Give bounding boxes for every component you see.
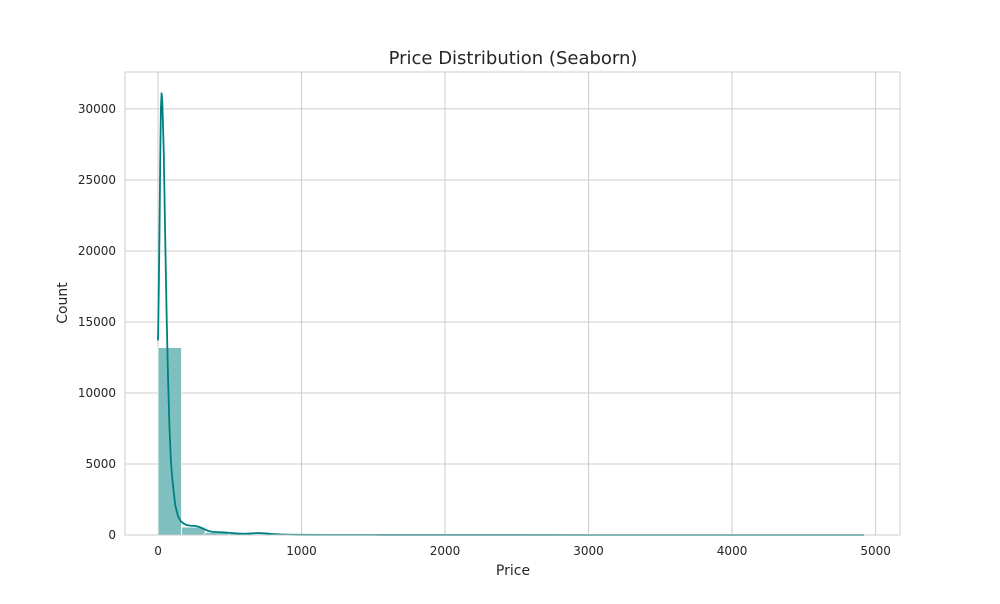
kde-line (157, 92, 865, 536)
y-tick-label: 10000 (78, 386, 116, 400)
y-axis-label: Count (55, 282, 71, 324)
x-tick-label: 1000 (286, 544, 317, 558)
y-tick-labels: 0 5000 10000 15000 20000 25000 30000 (78, 102, 116, 542)
y-tick-label: 5000 (85, 457, 116, 471)
x-tick-labels: 0 1000 2000 3000 4000 5000 (154, 544, 891, 558)
y-tick-label: 0 (108, 528, 116, 542)
x-tick-label: 0 (154, 544, 162, 558)
x-tick-label: 2000 (430, 544, 461, 558)
bars-layer (157, 347, 865, 536)
y-tick-label: 15000 (78, 315, 116, 329)
y-tick-label: 25000 (78, 173, 116, 187)
y-tick-label: 30000 (78, 102, 116, 116)
x-tick-label: 5000 (860, 544, 891, 558)
y-tick-label: 20000 (78, 244, 116, 258)
x-tick-label: 4000 (717, 544, 748, 558)
chart-title: Price Distribution (Seaborn) (389, 48, 638, 69)
grid-layer (125, 72, 900, 536)
x-axis-label: Price (496, 563, 530, 579)
frame-layer (124, 71, 901, 536)
plot-frame (124, 71, 901, 536)
x-tick-label: 3000 (573, 544, 604, 558)
kde-layer (157, 92, 865, 536)
